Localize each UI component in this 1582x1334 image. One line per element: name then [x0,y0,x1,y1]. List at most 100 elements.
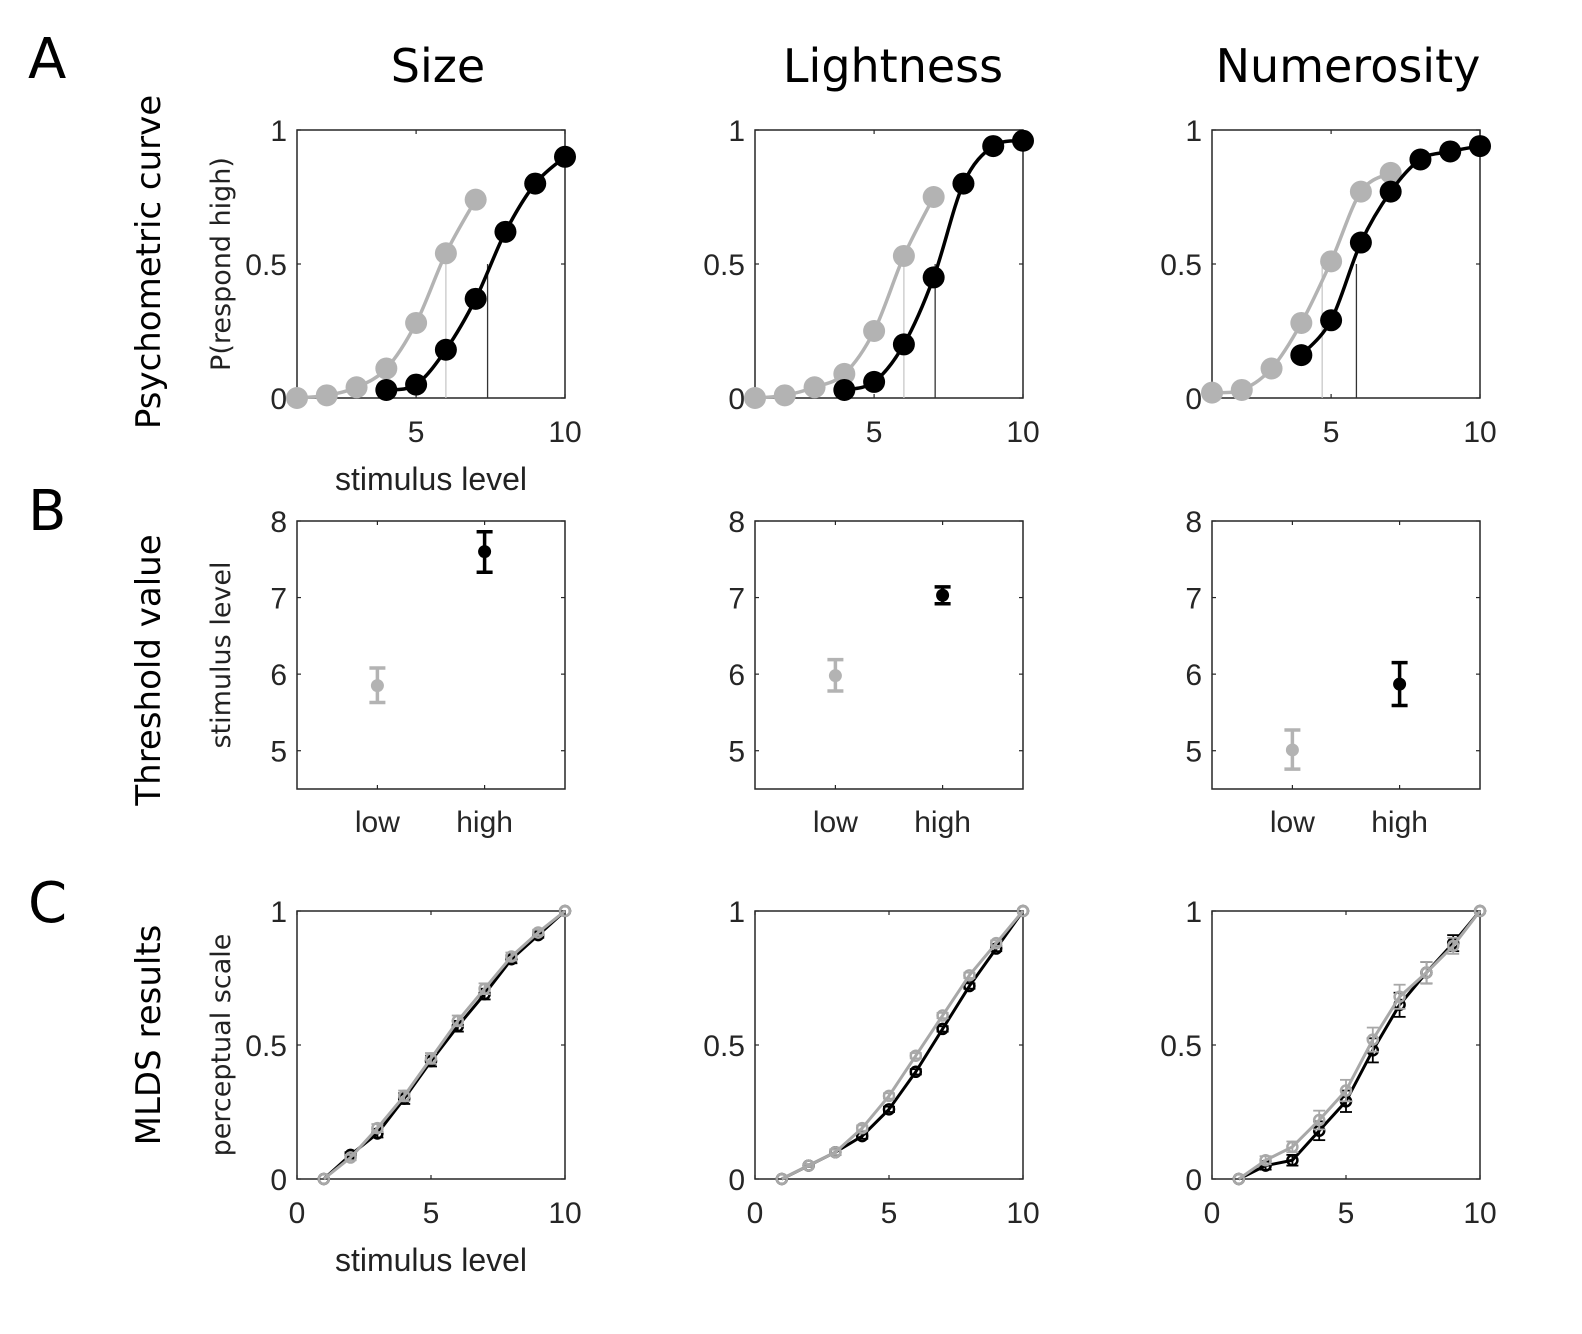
y-tick-label: 0.5 [1160,1030,1202,1063]
data-point-high [1320,309,1343,332]
data-point-low [1349,180,1372,203]
y-tick-label: 5 [1185,736,1202,769]
data-point-low [803,376,826,399]
data-point-high [1286,1153,1299,1167]
y-tick-label: 8 [270,506,287,539]
data-point-low [1286,1140,1299,1154]
data-point-low [829,1145,842,1159]
chart-b-size: 5 6 7 8 low high stimulus level [206,506,566,839]
threshold-point-high [478,545,492,559]
x-category-label: high [914,806,971,839]
data-point-low [833,362,856,385]
y-tick-label: 0.5 [703,249,745,282]
y-tick-label: 1 [728,115,745,148]
y-tick-label: 0.5 [703,1030,745,1063]
column-title-numerosity: Numerosity [1216,39,1481,93]
axes-box [754,129,1024,399]
data-point-low [315,384,338,407]
panel-letter-c: C [28,871,67,936]
data-point-low [1259,1153,1272,1167]
data-point-high [982,135,1005,158]
data-point-low [1366,1033,1380,1046]
data-point-low [922,186,945,208]
y-tick-label: 6 [728,659,745,692]
data-point-high [1439,140,1462,163]
x-category-label: low [813,806,858,839]
data-point-low [1260,357,1283,380]
y-tick-label: 1 [270,896,287,929]
chart-a-lightness: 0 0.5 1 5 10 [703,115,1039,449]
data-point-low [286,387,308,409]
y-tick-label: 0 [728,1164,745,1197]
column-title-size: Size [391,39,485,93]
data-point-low [1232,1172,1246,1186]
data-point-high [494,220,517,243]
data-point-low [775,1172,789,1186]
y-tick-label: 1 [1185,115,1202,148]
y-axis-label: P(respond high) [206,157,237,371]
data-point-high [405,373,428,396]
y-tick-label: 0 [1185,383,1202,416]
data-point-high [892,333,915,356]
axes-box [1211,520,1481,790]
row-title-psychometric: Psychometric curve [129,95,169,429]
y-tick-label: 7 [1185,583,1202,616]
threshold-point-low [370,679,384,693]
y-tick-label: 0.5 [1160,249,1202,282]
scale-line-low [781,910,1025,1181]
x-category-label: low [355,806,400,839]
data-point-low [1473,904,1487,918]
y-axis-label: stimulus level [206,561,237,748]
y-tick-label: 1 [1185,896,1202,929]
chart-c-lightness: 00.510 5 10 [703,896,1039,1230]
data-point-low [464,188,487,211]
data-point-high [464,287,487,310]
y-tick-label: 7 [270,583,287,616]
data-point-high [554,145,576,168]
data-point-low [1016,904,1030,918]
data-point-low [989,936,1003,950]
panel-letter-b: B [28,479,66,544]
scale-line-high [781,910,1025,1181]
axes-box [1211,910,1481,1180]
data-point-high [524,172,547,195]
data-point-low [773,384,796,407]
axes-box [754,520,1024,790]
y-tick-label: 8 [1185,506,1202,539]
data-point-low [1290,311,1313,334]
y-tick-label: 6 [1185,659,1202,692]
x-tick-label: 10 [548,1197,581,1230]
data-point-low [405,311,428,334]
chart-b-lightness: 5 6 7 8 low high [728,506,1024,839]
x-tick-label: 5 [1338,1197,1355,1230]
data-point-high [1469,135,1491,158]
x-tick-label: 10 [1463,1197,1496,1230]
data-point-low [1201,381,1223,404]
panel-letter-a: A [28,27,66,92]
curve-high [843,138,1024,392]
data-point-low [558,904,572,918]
data-point-low [1379,161,1402,184]
data-point-low [397,1089,411,1103]
y-tick-label: 0 [1185,1164,1202,1197]
y-tick-label: 1 [728,896,745,929]
y-tick-label: 0 [270,1164,287,1197]
chart-a-numerosity: 0 0.5 1 5 10 [1160,115,1496,449]
y-tick-label: 5 [728,736,745,769]
chart-c-numerosity: 00.510 5 10 [1160,896,1496,1230]
axes-box [754,910,1024,1180]
data-point-high [909,1065,923,1079]
y-axis-label: perceptual scale [206,934,237,1157]
data-point-high [434,338,457,361]
data-point-low [802,1159,815,1172]
threshold-point-low [828,669,842,683]
threshold-point-high [936,588,950,602]
data-point-low [936,1009,949,1022]
data-point-high [1012,129,1034,152]
data-point-high [936,1022,949,1036]
axes-box [296,520,566,790]
x-tick-label: 0 [747,1197,764,1230]
data-point-low [1230,378,1253,401]
